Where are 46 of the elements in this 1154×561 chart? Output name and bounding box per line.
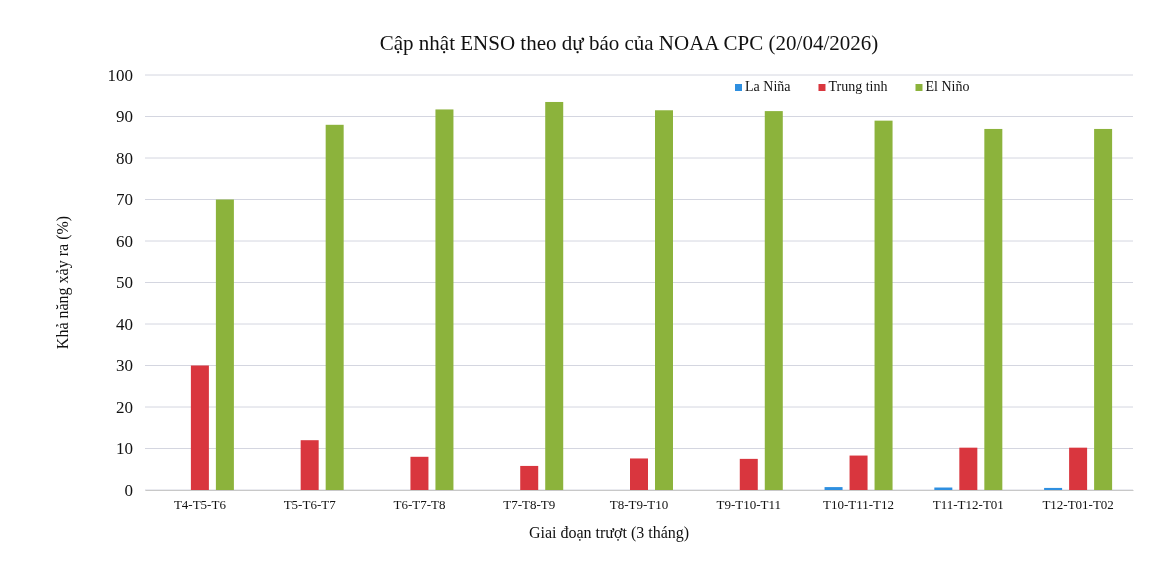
y-tick-label: 10	[116, 439, 133, 459]
y-tick-label: 50	[116, 273, 133, 293]
y-tick-label: 100	[107, 65, 133, 85]
bar	[545, 101, 564, 490]
bar	[874, 120, 893, 490]
bar	[849, 455, 868, 490]
y-tick-label: 70	[116, 190, 133, 210]
chart-title: Cập nhật ENSO theo dự báo của NOAA CPC (20/04/2026)	[379, 31, 879, 55]
bar	[1069, 447, 1088, 490]
bar	[435, 109, 454, 490]
bar	[824, 487, 843, 490]
x-tick-label: T9-T10-T11	[716, 497, 782, 513]
x-tick-label: T8-T9-T10	[609, 497, 669, 513]
legend-label: Trung tinh	[828, 79, 888, 94]
legend-label: El Niño	[925, 79, 970, 94]
x-tick-label: T7-T8-T9	[503, 497, 556, 513]
x-tick-label: T11-T12-T01	[932, 497, 1004, 513]
bar	[984, 128, 1003, 490]
legend-label: La Niña	[745, 79, 792, 94]
bar	[410, 456, 429, 490]
x-tick-label: T12-T01-T02	[1042, 497, 1114, 513]
y-axis-title: Khả năng xảy ra (%)	[54, 215, 72, 350]
bar	[300, 440, 319, 490]
y-tick-label: 40	[116, 314, 133, 334]
x-tick-label: T10-T11-T12	[823, 497, 895, 513]
y-tick-label: 0	[124, 480, 133, 500]
y-tick-label: 30	[116, 356, 133, 376]
bar	[325, 124, 344, 490]
x-axis-title: Giai đoạn trượt (3 tháng)	[528, 524, 690, 542]
bar	[1094, 128, 1113, 490]
bar	[215, 199, 234, 490]
x-tick-label: T5-T6-T7	[283, 497, 337, 513]
bar	[190, 365, 209, 490]
y-tick-label: 60	[116, 231, 133, 251]
bar	[959, 447, 978, 490]
y-tick-label: 80	[116, 148, 133, 168]
bar	[655, 110, 673, 490]
y-tick-label: 90	[116, 107, 133, 127]
bar	[520, 465, 539, 490]
bar	[1044, 487, 1063, 490]
bar	[739, 458, 758, 490]
bar	[630, 458, 648, 490]
bar	[764, 111, 783, 490]
y-tick-label: 20	[116, 397, 133, 417]
x-tick-label: T6-T7-T8	[393, 497, 446, 513]
x-tick-label: T4-T5-T6	[173, 497, 227, 513]
